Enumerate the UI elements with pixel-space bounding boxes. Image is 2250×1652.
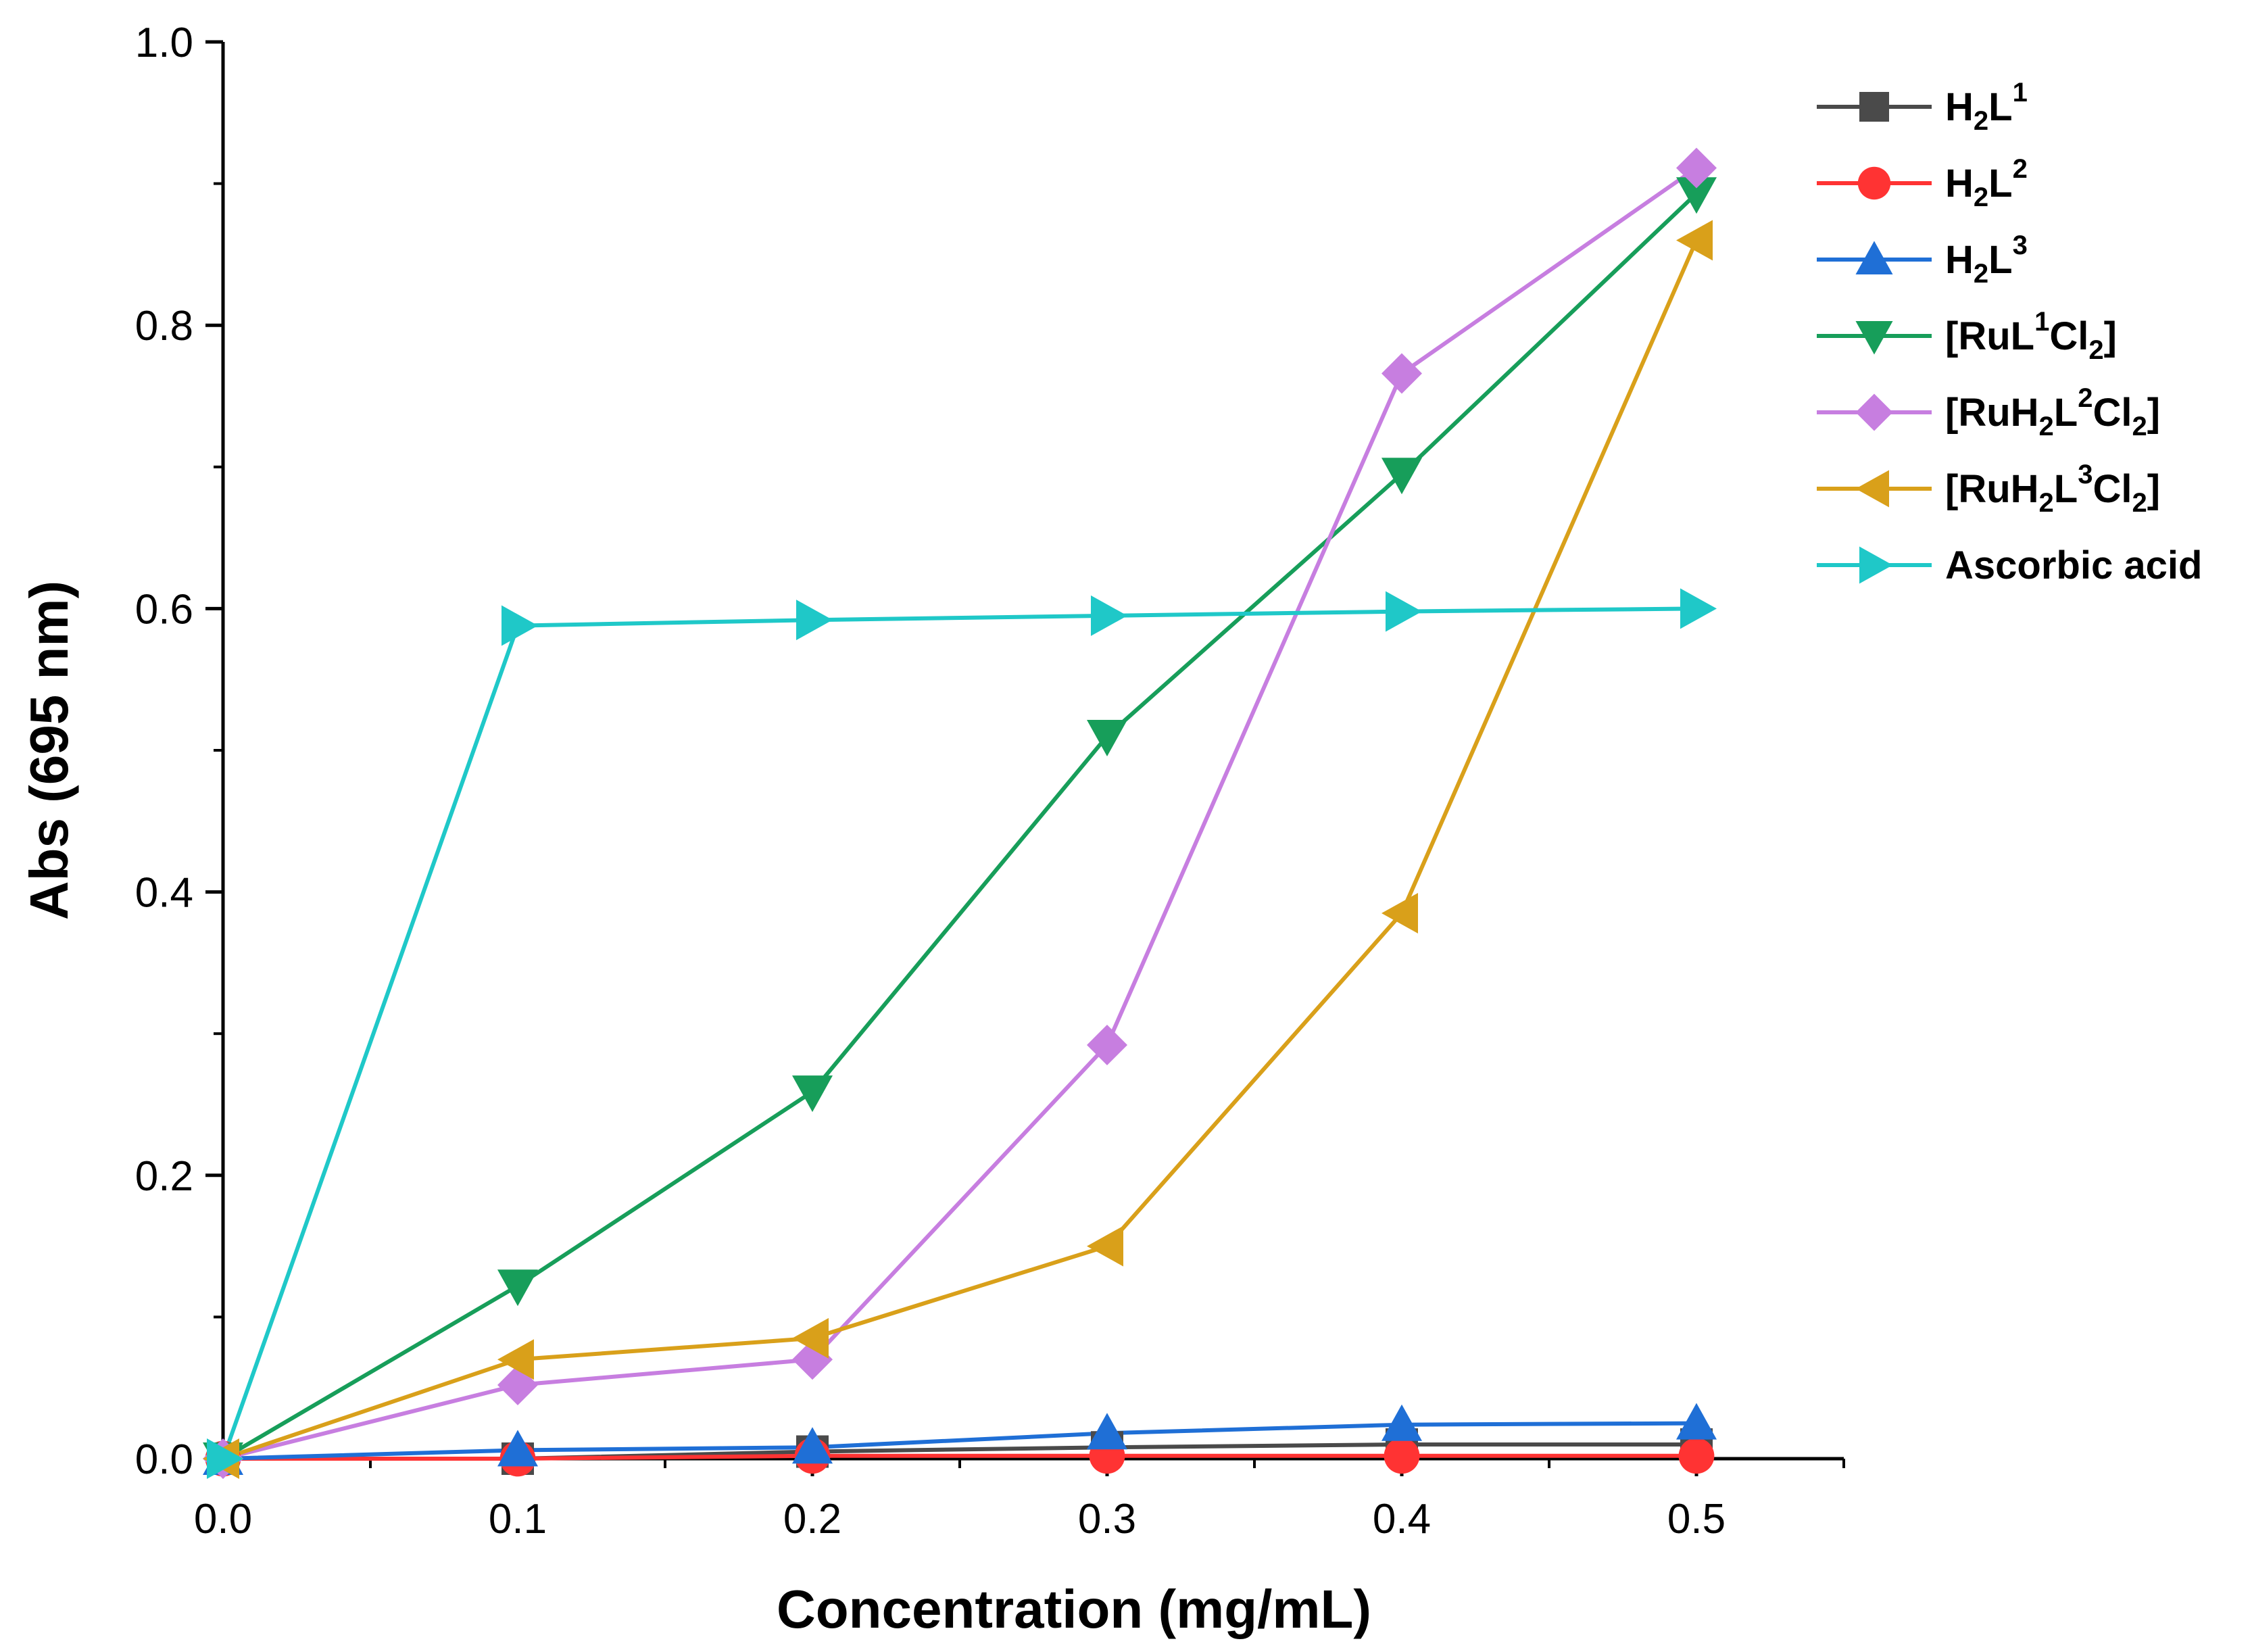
data-point bbox=[207, 1438, 243, 1479]
data-point bbox=[1676, 177, 1717, 214]
x-tick-label: 0.2 bbox=[783, 1496, 841, 1542]
data-point bbox=[796, 600, 833, 641]
legend-marker bbox=[1855, 393, 1893, 431]
series-line bbox=[221, 238, 1698, 1461]
legend-label: H2L1 bbox=[1945, 78, 2028, 136]
legend-marker bbox=[1855, 241, 1893, 274]
y-tick-label: 0.2 bbox=[135, 1153, 193, 1200]
data-point bbox=[1381, 353, 1422, 394]
legend-marker bbox=[1857, 166, 1891, 200]
data-point bbox=[502, 605, 538, 646]
legend-label: [RuL1Cl2] bbox=[1945, 307, 2117, 365]
data-point bbox=[1087, 1024, 1127, 1065]
legend-label: H2L2 bbox=[1945, 154, 2028, 212]
y-tick-label: 1.0 bbox=[135, 20, 193, 66]
x-tick-label: 0.1 bbox=[489, 1496, 547, 1542]
series-lines bbox=[221, 166, 1698, 1461]
legend-label: Ascorbic acid bbox=[1945, 543, 2202, 587]
data-point bbox=[1676, 147, 1717, 189]
series-line bbox=[221, 1421, 1698, 1461]
legend-marker bbox=[1859, 546, 1893, 584]
data-point bbox=[1678, 1438, 1715, 1474]
data-point bbox=[1087, 720, 1127, 757]
y-axis-title: Abs (695 nm) bbox=[19, 581, 79, 920]
axes: 0.0 0.2 0.4 0.6 0.8 1.0 0.0 0.1 0.2 0.3 0.4 0.5 bbox=[135, 20, 1845, 1542]
data-point bbox=[1091, 595, 1127, 636]
y-tick-label: 0.8 bbox=[135, 303, 193, 349]
data-point bbox=[792, 1427, 833, 1464]
series-line bbox=[221, 606, 1698, 1461]
data-point bbox=[497, 1339, 534, 1380]
legend-marker bbox=[1855, 470, 1889, 508]
data-point bbox=[1676, 1403, 1717, 1440]
series-line bbox=[221, 166, 1698, 1461]
legend-label: [RuH2L3Cl2] bbox=[1945, 460, 2160, 518]
series-markers bbox=[203, 147, 1717, 1479]
y-tick-label: 0.6 bbox=[135, 586, 193, 633]
x-tick-label: 0.0 bbox=[194, 1496, 252, 1542]
data-point bbox=[1386, 591, 1422, 632]
data-point bbox=[1087, 1225, 1123, 1267]
series-line bbox=[221, 1453, 1698, 1461]
data-point bbox=[1381, 458, 1422, 495]
data-point bbox=[1087, 1413, 1127, 1450]
data-point bbox=[792, 1317, 829, 1359]
data-point bbox=[792, 1075, 833, 1113]
legend-label: H2L3 bbox=[1945, 230, 2028, 289]
y-tick-label: 0.0 bbox=[135, 1436, 193, 1483]
data-point bbox=[1381, 893, 1418, 934]
data-point bbox=[497, 1269, 538, 1307]
data-point bbox=[1381, 1404, 1422, 1441]
x-tick-label: 0.3 bbox=[1078, 1496, 1136, 1542]
data-point bbox=[1384, 1438, 1420, 1474]
x-tick-label: 0.5 bbox=[1667, 1496, 1726, 1542]
x-tick-label: 0.4 bbox=[1373, 1496, 1431, 1542]
data-point bbox=[497, 1430, 538, 1467]
legend: H2L1 H2L2 H2L3 [RuL1Cl2] [RuH2L2Cl2] [RuH2L3C… bbox=[1817, 78, 2202, 587]
legend-marker bbox=[1859, 92, 1889, 122]
data-point bbox=[1676, 220, 1713, 261]
y-tick-label: 0.4 bbox=[135, 870, 193, 917]
legend-marker bbox=[1855, 321, 1893, 355]
x-axis-title: Concentration (mg/mL) bbox=[777, 1579, 1371, 1639]
data-point bbox=[1680, 588, 1717, 629]
series-line bbox=[221, 191, 1698, 1461]
legend-label: [RuH2L2Cl2] bbox=[1945, 383, 2160, 441]
